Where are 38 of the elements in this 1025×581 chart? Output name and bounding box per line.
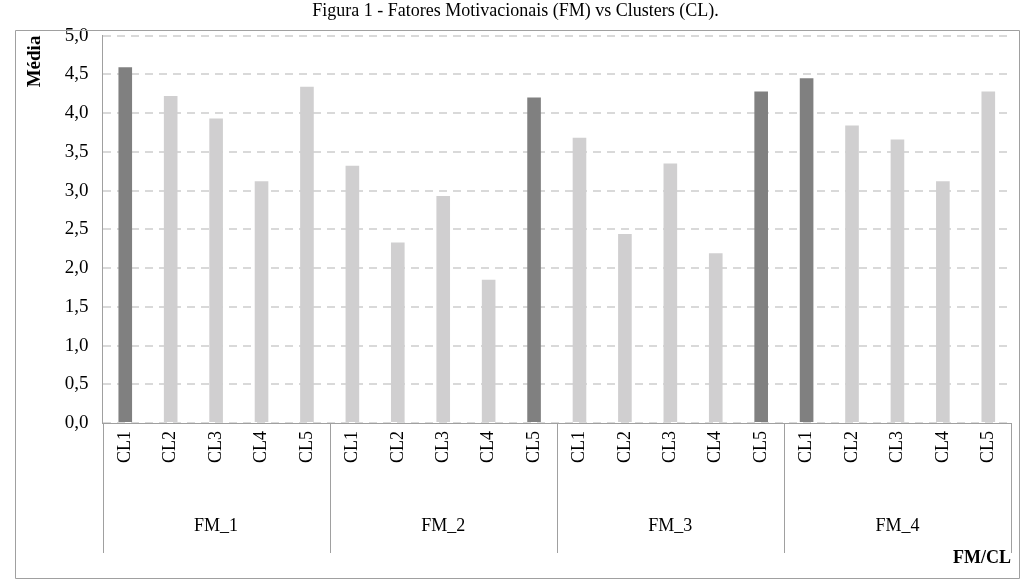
y-tick-label: 3,5	[64, 139, 89, 161]
x-tick-label: CL3	[431, 431, 452, 464]
x-tick-label: CL2	[159, 431, 180, 464]
x-tick-label: CL4	[250, 431, 271, 464]
text: FM_3	[648, 514, 693, 535]
y-tick-label: 4,0	[64, 101, 89, 123]
text: FM_2	[421, 514, 466, 535]
y-tick-label: 2,5	[64, 217, 89, 239]
y-tick-label: 0,0	[64, 410, 89, 432]
x-axis-title: FM/CL	[953, 546, 1011, 567]
x-tick-label: CL3	[204, 431, 225, 464]
y-tick-label: 2,0	[64, 256, 89, 278]
x-tick-label: CL1	[568, 431, 589, 464]
x-tick-label: CL1	[795, 431, 816, 464]
x-tick-label: CL1	[114, 431, 134, 464]
y-tick-label: 1,0	[64, 333, 89, 355]
x-tick-label: CL4	[704, 431, 725, 464]
x-tick-label: CL2	[386, 431, 407, 464]
y-tick-label: 5,0	[64, 23, 89, 45]
x-tick-label: CL1	[341, 431, 362, 464]
x-tick-label: CL4	[931, 431, 952, 464]
x-tick-label: CL3	[886, 431, 907, 464]
text: FM_1	[194, 514, 239, 535]
y-axis-title: Média	[23, 35, 45, 88]
x-tick-label: CL2	[840, 431, 861, 464]
x-tick-label: CL3	[659, 431, 680, 464]
x-tick-label: CL5	[522, 431, 543, 464]
y-tick-label: 1,5	[64, 294, 89, 316]
text: FM_4	[875, 514, 920, 535]
y-tick-label: 4,5	[64, 62, 89, 84]
y-tick-label: 0,5	[64, 372, 89, 394]
chart-title: Figura 1 - Fatores Motivacionais (FM) vs Clusters (CL).	[312, 0, 719, 21]
x-tick-label: CL2	[613, 431, 634, 464]
x-tick-label: CL4	[477, 431, 498, 464]
x-tick-label: CL5	[749, 431, 770, 464]
y-tick-label: 3,0	[64, 178, 89, 200]
x-tick-label: CL5	[977, 431, 998, 464]
x-tick-label: CL5	[295, 431, 316, 464]
